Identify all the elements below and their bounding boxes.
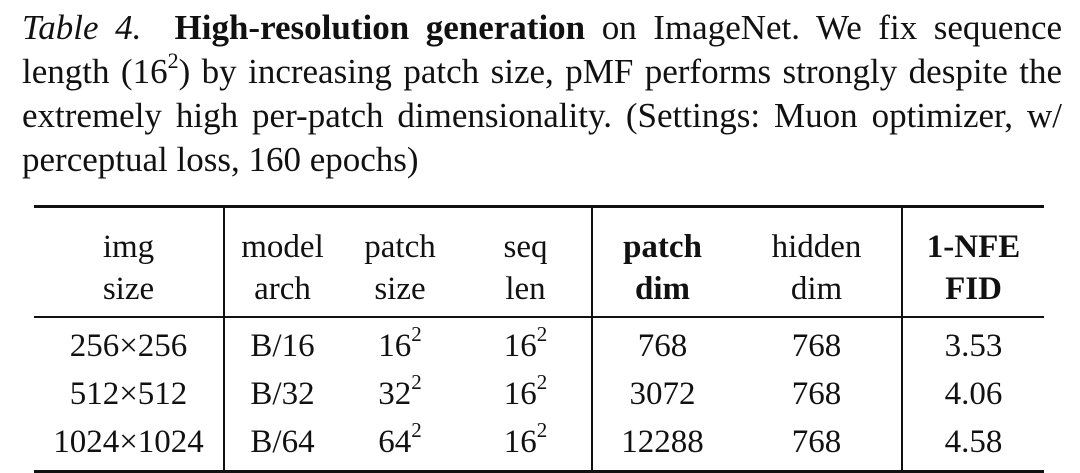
cell-fid: 4.06 bbox=[944, 375, 1003, 412]
cell-img-size: 1024×1024 bbox=[34, 418, 225, 472]
cell-patch-dim: 768 bbox=[637, 327, 688, 364]
table-row: 1024×1024 B/64 642 162 12288 768 4.58 bbox=[34, 418, 1044, 472]
cell-seq-len-exp: 2 bbox=[536, 369, 548, 394]
cell-patch-dim: 12288 bbox=[621, 423, 704, 460]
header-len: len bbox=[460, 266, 593, 318]
cell-model-arch: B/32 bbox=[250, 375, 315, 412]
cell-img-size: 512×512 bbox=[34, 370, 225, 418]
cell-seq-len-base: 16 bbox=[503, 327, 537, 364]
caption-text-superscript: 2 bbox=[167, 48, 179, 74]
caption-text-part1: on ImageNet. We fix sequence length (16 bbox=[22, 8, 1063, 91]
header-seq: seq bbox=[460, 206, 593, 266]
cell-model-arch: B/64 bbox=[250, 423, 315, 460]
header-patch-size: size bbox=[340, 266, 460, 318]
header-img: img bbox=[34, 206, 225, 266]
cell-seq-len: 162 bbox=[460, 417, 593, 472]
cell-seq-len-exp: 2 bbox=[536, 321, 548, 346]
header-nfe: 1-NFE bbox=[926, 229, 1021, 265]
table-row: 256×256 B/16 162 162 768 768 3.53 bbox=[34, 317, 1044, 370]
caption-label: Table 4. bbox=[22, 8, 142, 47]
cell-patch-size-exp: 2 bbox=[411, 417, 422, 442]
table-row: 512×512 B/32 322 162 3072 768 4.06 bbox=[34, 370, 1044, 418]
cell-patch-size: 642 bbox=[340, 418, 460, 472]
cell-hidden-dim: 768 bbox=[732, 370, 903, 418]
cell-seq-len-exp: 2 bbox=[536, 417, 548, 442]
results-table: img model patch seq patch hidden 1-NFE s… bbox=[34, 205, 1044, 473]
cell-patch-dim: 3072 bbox=[629, 375, 696, 412]
cell-fid: 4.58 bbox=[944, 423, 1003, 460]
cell-fid: 3.53 bbox=[944, 327, 1003, 364]
header-hidden: hidden bbox=[732, 206, 903, 266]
cell-patch-size-exp: 2 bbox=[411, 369, 422, 394]
cell-seq-len: 162 bbox=[460, 369, 593, 418]
cell-patch-size-exp: 2 bbox=[411, 321, 422, 346]
cell-seq-len-base: 16 bbox=[503, 375, 537, 412]
cell-seq-len: 162 bbox=[460, 317, 593, 370]
header-arch: arch bbox=[224, 266, 340, 318]
header-hidden-dim: dim bbox=[732, 266, 903, 318]
header-model: model bbox=[241, 229, 324, 265]
caption-text-part2: ) by increasing patch size, pMF performs… bbox=[22, 52, 1062, 179]
cell-patch-size-base: 16 bbox=[378, 327, 412, 364]
table-caption: Table 4. High-resolution generation on I… bbox=[22, 6, 1062, 182]
header-patch-dim-top: patch bbox=[623, 229, 702, 265]
cell-hidden-dim: 768 bbox=[732, 317, 903, 370]
header-size: size bbox=[34, 266, 225, 318]
cell-patch-size-base: 32 bbox=[378, 375, 412, 412]
header-fid: FID bbox=[902, 266, 1044, 318]
cell-patch-size-base: 64 bbox=[378, 423, 412, 460]
cell-model-arch: B/16 bbox=[250, 327, 315, 364]
caption-title: High-resolution generation bbox=[174, 8, 586, 47]
cell-patch-size: 162 bbox=[340, 317, 460, 370]
cell-patch-size: 322 bbox=[340, 370, 460, 418]
cell-seq-len-base: 16 bbox=[503, 423, 537, 460]
header-row-1: img model patch seq patch hidden 1-NFE bbox=[34, 206, 1044, 266]
cell-img-size: 256×256 bbox=[34, 317, 225, 370]
header-row-2: size arch size len dim dim FID bbox=[34, 266, 1044, 318]
header-patch: patch bbox=[364, 229, 436, 265]
header-patch-dim-bottom: dim bbox=[592, 266, 732, 318]
cell-hidden-dim: 768 bbox=[732, 418, 903, 472]
